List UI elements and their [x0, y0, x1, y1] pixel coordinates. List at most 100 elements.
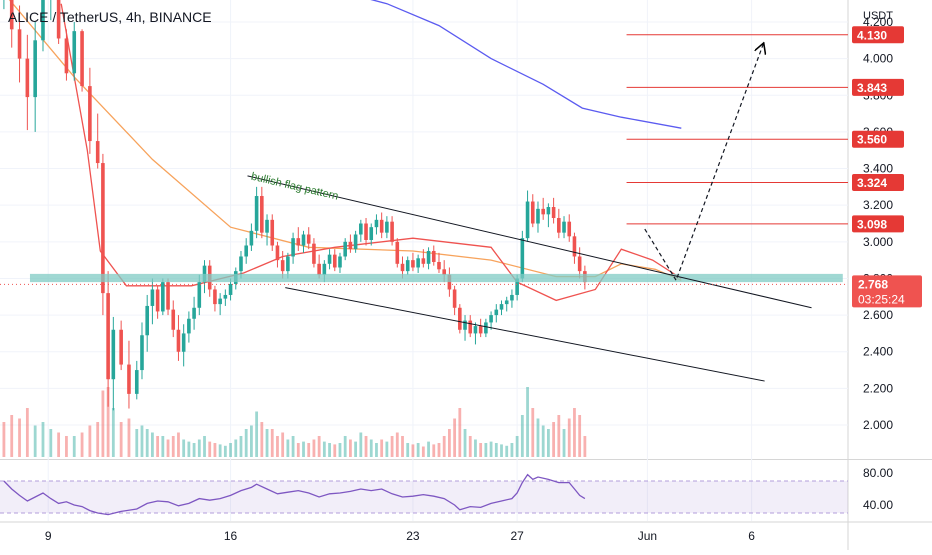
candle-body — [275, 245, 280, 261]
candle — [353, 230, 358, 253]
candle — [473, 322, 478, 345]
price-tick-label: 2.000 — [863, 418, 893, 432]
volume-bar — [505, 445, 509, 457]
volume-bar — [156, 436, 160, 457]
target-price-label: 3.324 — [857, 176, 887, 190]
volume-bar — [526, 387, 529, 457]
candle — [106, 271, 110, 407]
candle — [213, 285, 217, 312]
volume-bar — [567, 418, 571, 457]
volume-bar — [239, 436, 243, 457]
candle — [562, 216, 566, 239]
candle — [484, 318, 488, 338]
rsi-tick-label: 40.00 — [863, 498, 893, 512]
candle — [260, 186, 264, 239]
candle — [187, 311, 191, 343]
volume-bar — [250, 425, 253, 457]
candle-body — [17, 29, 22, 59]
candle-body — [145, 305, 149, 336]
candle-body — [150, 289, 155, 306]
volume-bar — [536, 418, 540, 457]
candle-body — [101, 163, 105, 294]
candle-body — [41, 0, 45, 41]
candle-body — [431, 250, 436, 262]
volume-bar — [380, 439, 384, 457]
candle-body — [525, 201, 530, 239]
price-tick-label: 2.200 — [863, 381, 893, 395]
candle-body — [353, 234, 358, 250]
candle — [244, 238, 248, 264]
volume-bar — [2, 422, 6, 457]
date-tick-label: 23 — [406, 529, 420, 543]
candle — [332, 249, 337, 272]
candle-body — [421, 258, 426, 264]
candle-body — [515, 278, 519, 295]
candle-body — [557, 218, 561, 233]
candle-body — [301, 234, 306, 246]
candle — [101, 153, 105, 316]
volume-bar — [406, 443, 410, 457]
volume-bar — [18, 418, 21, 457]
date-tick-label: 6 — [748, 529, 755, 543]
candle-body — [364, 223, 368, 240]
candle-body — [192, 307, 196, 319]
candle-body — [327, 254, 332, 264]
candle-body — [416, 258, 420, 268]
target-price-label: 4.130 — [857, 28, 887, 42]
candle-body — [541, 208, 545, 215]
volume-bar — [541, 425, 545, 457]
volume-bar — [375, 443, 378, 457]
date-tick-label: 16 — [224, 529, 238, 543]
volume-bar — [500, 444, 503, 457]
candle-body — [95, 141, 100, 164]
volume-bar — [127, 418, 131, 457]
volume-bar — [421, 446, 425, 457]
candle-body — [106, 293, 110, 380]
candle — [9, 0, 14, 48]
volume-bar — [328, 443, 331, 457]
volume-bar — [484, 443, 488, 457]
candle — [140, 322, 144, 380]
candle — [254, 186, 259, 239]
volume-bar — [458, 408, 462, 457]
volume-bar — [260, 422, 264, 457]
candle-body — [510, 294, 514, 301]
candle — [468, 315, 473, 338]
candle — [306, 227, 311, 250]
target-price-badge — [852, 215, 904, 233]
candle-body — [25, 58, 30, 98]
candle-body — [249, 230, 254, 246]
candle — [458, 304, 462, 334]
candle — [33, 21, 37, 132]
candle-body — [489, 315, 493, 323]
candle — [431, 245, 436, 266]
volume-bar — [140, 425, 144, 457]
candle-body — [562, 221, 566, 233]
price-tick-label: 4.000 — [863, 52, 893, 66]
volume-bar — [562, 429, 566, 457]
candle-body — [343, 241, 347, 257]
candle — [551, 197, 556, 224]
candle-body — [171, 309, 176, 330]
volume-bar — [364, 436, 368, 457]
candle-body — [119, 329, 123, 365]
candle — [301, 230, 306, 253]
volume-bar — [411, 444, 415, 457]
volume-bar — [578, 415, 582, 457]
candle — [369, 223, 374, 246]
candle — [270, 214, 275, 251]
price-tick-label: 2.400 — [863, 345, 893, 359]
candle-body — [140, 335, 144, 371]
candle — [504, 296, 509, 312]
volume-bar — [448, 429, 451, 457]
volume-bar — [442, 436, 446, 457]
candle — [421, 249, 426, 268]
candle-body — [442, 269, 446, 275]
candle — [176, 315, 181, 361]
candle — [577, 247, 582, 279]
candle — [525, 190, 530, 242]
candle — [17, 5, 22, 83]
volume-bar — [494, 443, 498, 457]
